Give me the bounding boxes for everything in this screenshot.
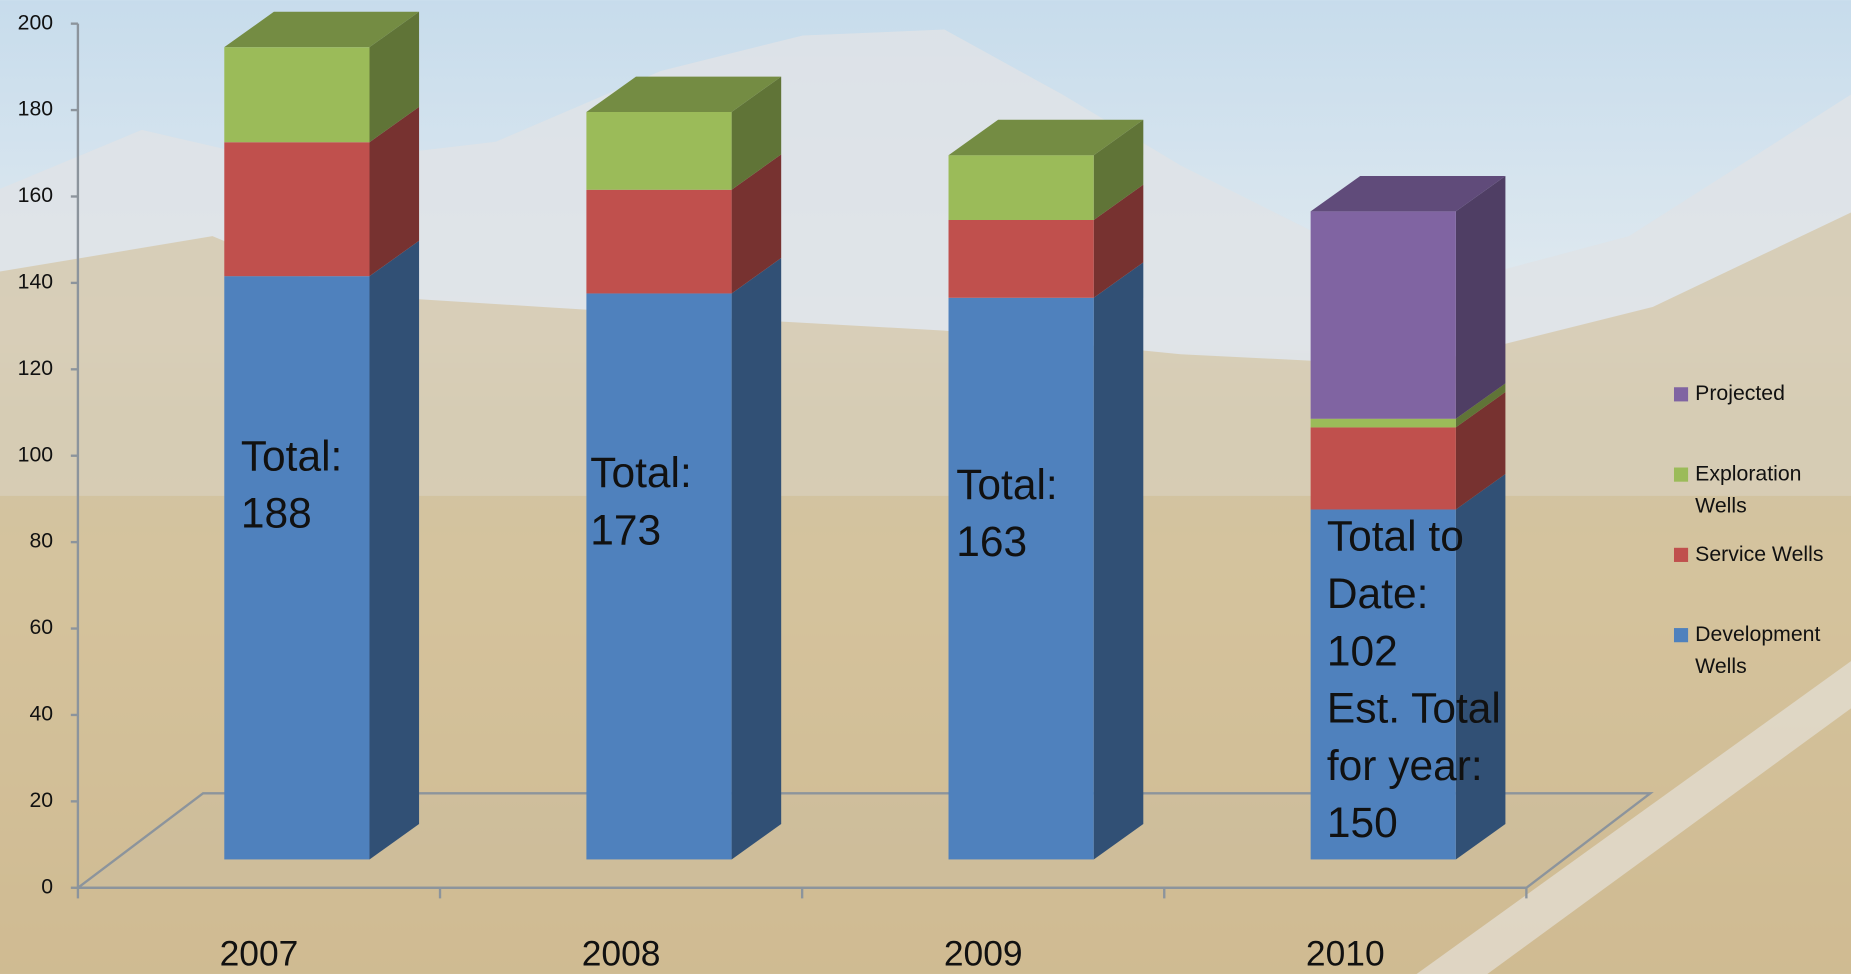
legend-swatch <box>1673 387 1689 402</box>
legend-swatch <box>1673 467 1689 482</box>
bar-side <box>1455 391 1506 510</box>
bar <box>1310 211 1456 419</box>
x-tick-label: 2010 <box>1306 934 1385 974</box>
annotation: Total: <box>241 433 343 480</box>
bar-top <box>586 76 782 112</box>
y-tick-label: 180 <box>18 97 53 121</box>
legend-label: Exploration Wells <box>1695 461 1802 518</box>
y-tick-label: 120 <box>18 356 53 380</box>
bar <box>224 276 370 860</box>
y-tick-label: 60 <box>29 615 53 639</box>
bar <box>948 155 1094 220</box>
y-tick-label: 100 <box>18 442 53 466</box>
plot: 0 20 40 60 80 100 120 140 160 180 200 2007 2008 2009 2… <box>18 10 1849 974</box>
annotation: 173 <box>590 507 661 554</box>
y-tick-label: 0 <box>41 874 53 898</box>
bar <box>586 293 732 860</box>
bar-top <box>1310 175 1506 212</box>
legend-label: Service Wells <box>1695 541 1824 566</box>
bar-side <box>369 240 420 860</box>
annotation: 188 <box>241 491 312 538</box>
bar <box>224 142 370 277</box>
legend-entry: Projected <box>1673 378 1849 410</box>
x-tick-label: 2008 <box>582 934 661 974</box>
legend-swatch <box>1673 628 1689 643</box>
legend-item: Development Wells <box>1673 619 1849 683</box>
annotation: Date: <box>1327 571 1429 618</box>
annotation: Total: <box>956 462 1058 509</box>
bar-side <box>369 11 420 143</box>
bar-side <box>731 154 782 294</box>
y-tick-label: 140 <box>18 270 53 294</box>
legend-entry: Development Wells <box>1673 619 1849 683</box>
annotation: 150 <box>1327 800 1398 847</box>
bar-side <box>1093 184 1144 298</box>
annotation: Total to <box>1327 514 1464 561</box>
bar <box>586 111 732 190</box>
bar <box>224 47 370 143</box>
bar <box>1310 427 1456 510</box>
legend-entry: Exploration Wells <box>1673 458 1849 522</box>
y-tick-label: 160 <box>18 183 53 207</box>
y-tick-label: 80 <box>29 529 53 553</box>
x-tick-label: 2007 <box>220 934 299 974</box>
bar-side <box>1455 175 1506 419</box>
bar-side <box>1093 119 1144 220</box>
bar-side <box>369 106 420 277</box>
annotation: 102 <box>1327 628 1398 675</box>
y-tick-label: 200 <box>18 10 53 34</box>
bar-side <box>731 76 782 190</box>
annotation: 163 <box>956 519 1027 566</box>
legend-item: Projected <box>1673 378 1849 410</box>
legend-entry: Service Wells <box>1673 538 1849 570</box>
x-tick-label: 2009 <box>944 934 1023 974</box>
y-tick-label: 40 <box>29 702 53 726</box>
y-tick-label: 20 <box>29 788 53 812</box>
annotation: Total: <box>590 450 692 497</box>
bar-top <box>948 119 1144 156</box>
bar-side <box>1093 262 1144 860</box>
legend-item: Service Wells <box>1673 538 1849 570</box>
bar <box>948 297 1094 860</box>
annotation: for year: <box>1327 743 1483 790</box>
bar <box>1310 509 1456 860</box>
annotation: Est. Total <box>1327 686 1501 733</box>
bar <box>948 219 1094 298</box>
bar-side <box>1455 383 1506 428</box>
bar-top <box>224 11 420 48</box>
legend-swatch <box>1673 547 1689 562</box>
bar-side <box>1455 474 1506 860</box>
legend-label: Development Wells <box>1695 622 1821 678</box>
bar <box>586 189 732 294</box>
bar <box>1310 418 1456 428</box>
bar-side <box>731 258 782 860</box>
legend-label: Projected <box>1695 381 1785 405</box>
legend-item: Exploration Wells <box>1673 458 1849 522</box>
